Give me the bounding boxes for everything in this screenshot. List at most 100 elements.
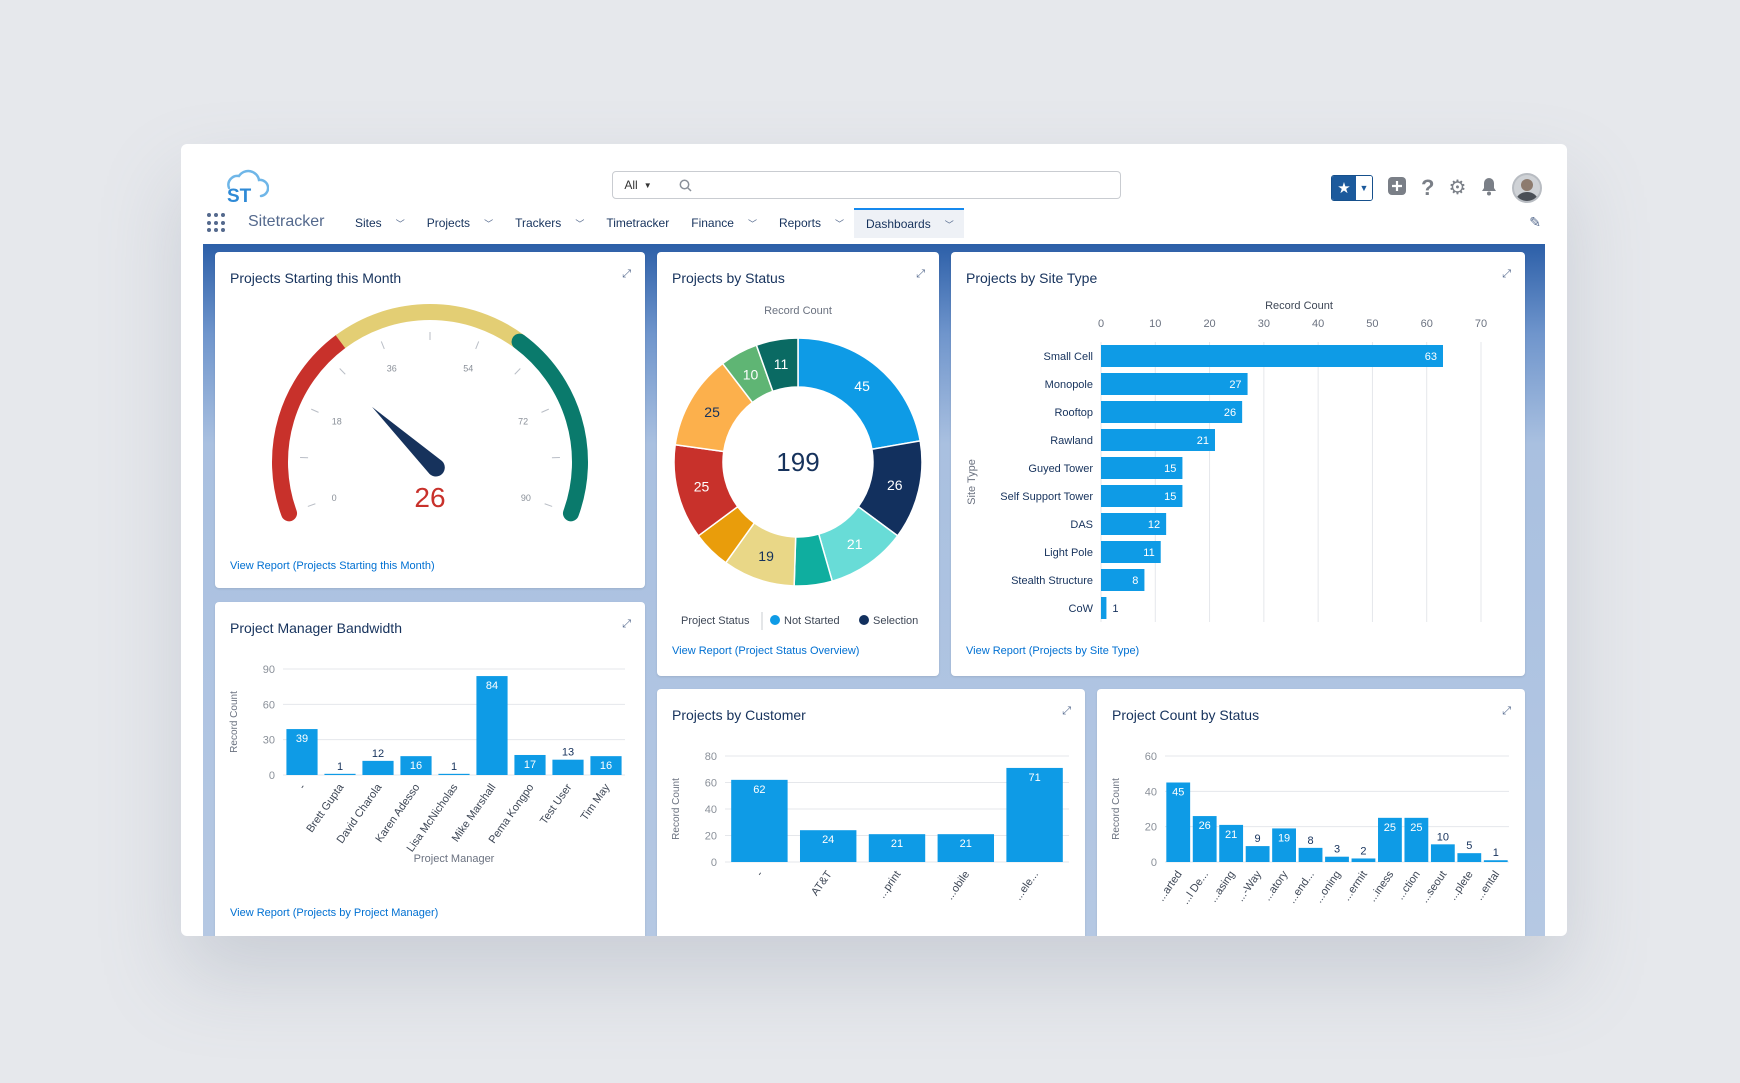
gauge-band <box>511 333 588 522</box>
y-tick-label: Self Support Tower <box>1000 491 1093 503</box>
y-axis-title: Record Count <box>671 778 682 840</box>
data-label: 25 <box>1384 822 1396 834</box>
expand-icon[interactable]: ⤢ <box>622 268 631 280</box>
tab-label: Trackers <box>515 216 562 230</box>
sitetracker-logo[interactable]: ST <box>219 166 270 207</box>
x-tick-label: 20 <box>1203 318 1215 330</box>
y-tick-label: 40 <box>705 804 717 816</box>
bar <box>514 754 546 775</box>
view-report-link[interactable]: View Report (Projects Starting this Mont… <box>230 560 435 572</box>
nav-tabs: Sites ﹀ Projects ﹀ Trackers ﹀ Timetracker Finan… <box>343 208 964 238</box>
data-label: 8 <box>1132 575 1138 587</box>
chevron-down-icon[interactable]: ﹀ <box>944 219 954 230</box>
plus-icon[interactable] <box>1387 176 1407 200</box>
donut-slice-label: 11 <box>774 356 789 372</box>
x-tick-label: ...oning <box>1313 869 1344 905</box>
tab-label: Timetracker <box>606 216 670 230</box>
y-tick-label: Small Cell <box>1043 351 1093 363</box>
data-label: 9 <box>1255 833 1261 845</box>
x-tick-label: 50 <box>1366 318 1378 330</box>
bar <box>1219 824 1244 862</box>
x-tick-label: 0 <box>1098 318 1104 330</box>
x-tick-label: ...print <box>876 869 903 901</box>
data-label: 21 <box>891 838 903 850</box>
tab-projects[interactable]: Projects ﹀ <box>415 208 503 238</box>
data-label: 24 <box>822 834 834 846</box>
tab-label: Sites <box>355 216 382 230</box>
view-report-link[interactable]: View Report (Projects by Project Manager… <box>230 907 439 919</box>
search-input[interactable] <box>701 175 1105 197</box>
question-icon[interactable]: ? <box>1421 175 1435 200</box>
y-tick-label: Stealth Structure <box>1011 575 1093 587</box>
navigation-bar: Sitetracker Sites ﹀ Projects ﹀ Trackers ﹀ Time… <box>203 208 1545 238</box>
gauge-needle <box>372 406 445 477</box>
donut-chart: Record Count 45 26 21 19 25 25 10 11 199 Project S… <box>673 305 923 630</box>
expand-icon[interactable]: ⤢ <box>1502 705 1511 717</box>
gear-icon[interactable]: ⚙ <box>1448 177 1467 199</box>
y-axis-title: Record Count <box>1111 778 1122 840</box>
global-search[interactable] <box>663 171 1121 199</box>
pencil-icon[interactable]: ✎ <box>1529 214 1541 230</box>
y-axis-title: Site Type <box>966 459 978 505</box>
x-tick-label: 60 <box>1421 318 1433 330</box>
bar <box>1351 858 1376 862</box>
bar <box>1101 401 1243 423</box>
x-tick-label: ...obile <box>944 869 972 902</box>
data-label: 25 <box>1410 822 1422 834</box>
search-scope-select[interactable]: All ▼ <box>612 171 664 199</box>
expand-icon[interactable]: ⤢ <box>1062 705 1071 717</box>
gauge-tick-label: 36 <box>387 363 397 373</box>
data-label: 12 <box>372 748 384 760</box>
x-tick-label: AT&T <box>809 869 835 898</box>
view-report-link[interactable]: View Report (Project Status Overview) <box>672 645 860 657</box>
widget-project-count-by-status: Project Count by Status ⤢ 0 20 40 60 Record … <box>1097 689 1525 936</box>
data-label: 13 <box>562 747 574 759</box>
star-icon: ★ <box>1332 176 1356 200</box>
chevron-down-icon[interactable]: ﹀ <box>575 218 585 229</box>
bar <box>1101 597 1107 619</box>
data-label: 26 <box>1199 820 1211 832</box>
gauge-band <box>272 333 349 522</box>
x-tick-label: - <box>754 869 766 879</box>
bar <box>1101 429 1215 451</box>
x-tick-label: - <box>297 782 309 792</box>
favorites-button[interactable]: ★ ▼ <box>1331 175 1373 201</box>
data-label: 84 <box>486 680 498 692</box>
donut-slice-label: 19 <box>758 548 774 564</box>
expand-icon[interactable]: ⤢ <box>1502 268 1511 280</box>
y-tick-label: Light Pole <box>1044 547 1093 559</box>
chevron-down-icon[interactable]: ﹀ <box>834 218 844 229</box>
view-report-link[interactable]: View Report (Projects by Site Type) <box>966 645 1140 657</box>
expand-icon[interactable]: ⤢ <box>916 268 925 280</box>
donut-slice-label: 21 <box>847 536 863 552</box>
tab-reports[interactable]: Reports ﹀ <box>767 208 854 238</box>
donut-slice-label: 26 <box>887 477 903 493</box>
tab-trackers[interactable]: Trackers ﹀ <box>503 208 594 238</box>
chevron-down-icon[interactable]: ﹀ <box>484 218 494 229</box>
data-label: 21 <box>1225 829 1237 841</box>
chevron-down-icon[interactable]: ﹀ <box>395 218 405 229</box>
gauge-tick <box>514 368 521 375</box>
gauge-tick <box>311 408 319 413</box>
legend-marker <box>770 615 780 625</box>
user-avatar[interactable] <box>1512 173 1543 203</box>
bar <box>1272 828 1296 862</box>
expand-icon[interactable]: ⤢ <box>622 618 631 630</box>
y-tick-label: 60 <box>263 699 275 711</box>
gauge-tick-label: 18 <box>332 417 342 427</box>
donut-slice-label: 10 <box>743 367 759 383</box>
tab-finance[interactable]: Finance ﹀ <box>679 208 767 238</box>
chevron-down-icon[interactable]: ﹀ <box>747 218 757 229</box>
tab-sites[interactable]: Sites ﹀ <box>343 208 415 238</box>
waffle-icon[interactable] <box>207 213 227 233</box>
bar <box>1245 846 1270 862</box>
bell-icon[interactable] <box>1480 176 1498 200</box>
widget-title: Project Count by Status <box>1112 707 1260 723</box>
x-tick-label: Tim May <box>579 781 613 822</box>
tab-timetracker[interactable]: Timetracker <box>594 208 679 238</box>
data-label: 10 <box>1437 831 1449 843</box>
gauge-tick-label: 72 <box>518 417 528 427</box>
gauge-tick <box>380 341 385 350</box>
tab-dashboards[interactable]: Dashboards ﹀ <box>854 208 964 238</box>
